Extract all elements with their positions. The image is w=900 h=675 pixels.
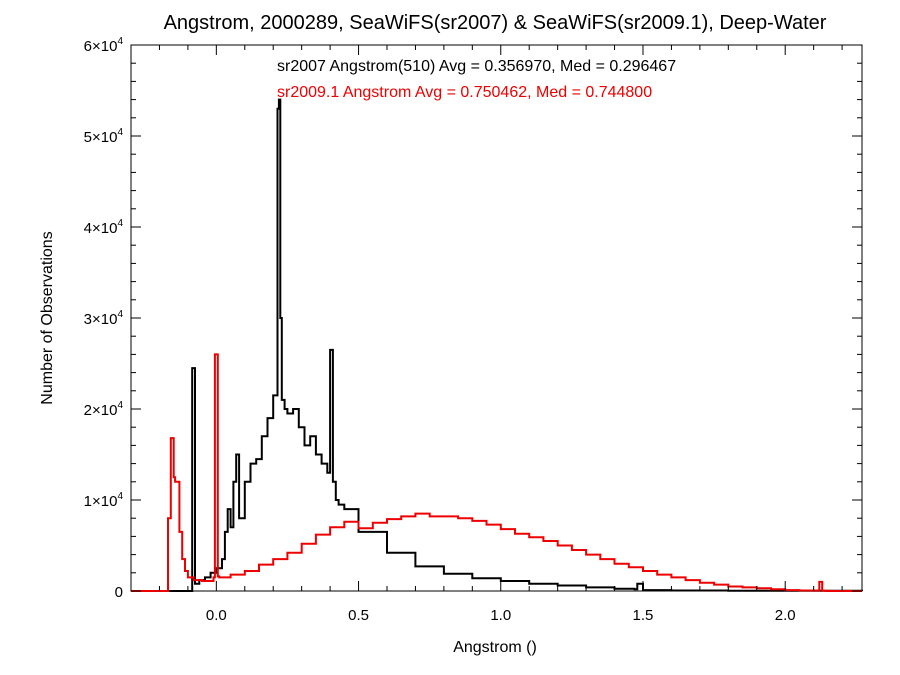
- y-tick-label: 4×104: [84, 218, 124, 237]
- x-tick-label: 0.0: [206, 607, 227, 624]
- annotation-sr2007-stats: sr2007 Angstrom(510) Avg = 0.356970, Med…: [277, 58, 676, 75]
- y-tick-label: 0: [115, 584, 123, 601]
- x-axis-label: Angstrom (): [453, 639, 537, 656]
- series-sr2007-line: [131, 98, 863, 592]
- x-axis-ticks: 0.0 0.5 1.0 1.5 2.0: [158, 45, 843, 624]
- x-tick-label: 1.0: [490, 607, 511, 624]
- y-axis-ticks: 0 1×104 2×104 3×104 4×104 5×104 6×104: [84, 36, 862, 601]
- x-tick-label: 0.5: [348, 607, 369, 624]
- y-tick-label: 2×104: [84, 400, 124, 419]
- y-tick-label: 5×104: [84, 127, 124, 146]
- plot-frame: [130, 44, 863, 592]
- y-axis-label: Number of Observations: [39, 231, 56, 404]
- chart-title: Angstrom, 2000289, SeaWiFS(sr2007) & Sea…: [164, 12, 827, 34]
- annotation-sr2009-stats: sr2009.1 Angstrom Avg = 0.750462, Med = …: [277, 84, 652, 101]
- x-tick-label: 1.5: [633, 607, 654, 624]
- x-tick-label: 2.0: [775, 607, 796, 624]
- y-tick-label: 3×104: [84, 309, 124, 328]
- y-tick-label: 1×104: [84, 491, 124, 510]
- series-sr2009.1-line: [131, 353, 862, 592]
- series-layer: [131, 98, 863, 592]
- y-tick-label: 6×104: [84, 36, 124, 55]
- plot-area: 0.0 0.5 1.0 1.5 2.0 0 1×104 2×104 3×104 4×104 5×1…: [84, 36, 863, 624]
